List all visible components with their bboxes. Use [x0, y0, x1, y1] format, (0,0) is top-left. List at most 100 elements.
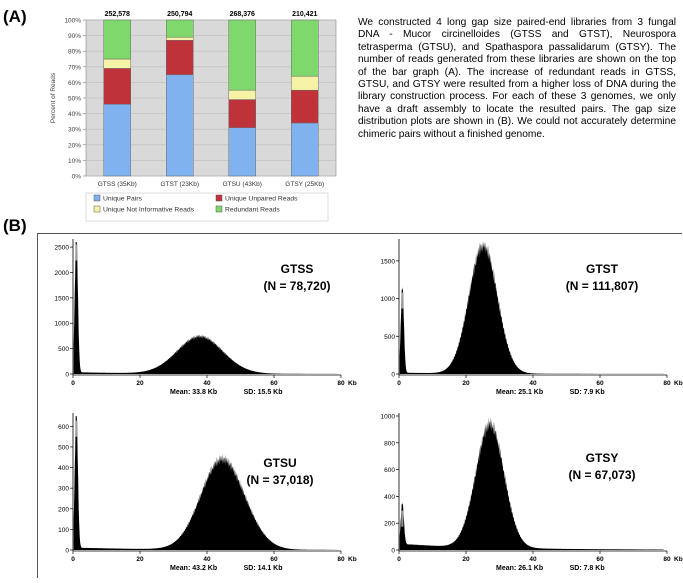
legend-swatch: [215, 205, 223, 213]
x-tick-label: 80: [663, 556, 671, 563]
bar-total-label: 268,376: [230, 11, 255, 18]
histogram-title: GTST: [586, 262, 619, 276]
legend-label: Unique Not Informative Reads: [103, 207, 195, 214]
y-tick-label: 400: [58, 465, 69, 472]
bar-segment: [166, 36, 194, 41]
bar-segment: [166, 74, 194, 177]
y-tick-label: 600: [384, 467, 395, 474]
mean-label: Mean: 25.1 Kb: [496, 389, 543, 396]
histogram-count: (N = 67,073): [568, 468, 635, 482]
y-tick-label: 1000: [381, 414, 396, 421]
histogram-gtst-svg: 0 500 1000 1500 0 20 40 60 80 Kb Mean: 25.1 Kb SD: …: [381, 239, 683, 396]
bar-segment: [166, 19, 194, 38]
y-tick-label: 500: [58, 346, 69, 353]
y-tick-label: 2000: [55, 270, 70, 277]
x-category-label: GTSS (35Kb): [98, 181, 137, 188]
spike-highlight: [75, 244, 78, 261]
y-tick-label: 30%: [68, 127, 81, 134]
stacked-bar-chart: 0% 10% 20% 30% 40% 50% 60% 70% 80% 90% 100% Percent…: [42, 4, 342, 232]
y-tick-label: 1500: [55, 295, 70, 302]
x-unit-label: Kb: [348, 556, 357, 563]
x-tick-label: 40: [203, 380, 211, 387]
bar-segment: [228, 89, 256, 100]
x-tick-label: 80: [337, 556, 345, 563]
bar-segment: [228, 99, 256, 128]
y-tick-label: 400: [384, 494, 395, 501]
y-tick-label: 500: [58, 444, 69, 451]
legend-swatch: [93, 194, 101, 202]
x-unit-label: Kb: [348, 380, 357, 387]
bar-total-label: 210,421: [292, 11, 317, 18]
histogram-count: (N = 78,720): [263, 279, 330, 293]
x-tick-label: 80: [337, 380, 345, 387]
bar-segment: [291, 75, 319, 91]
y-tick-label: 600: [58, 424, 69, 431]
bar-segment: [291, 122, 319, 177]
bar-segment: [103, 58, 131, 69]
x-tick-label: 0: [71, 380, 75, 387]
histogram-gtsy-svg: 0 200 400 600 800 1000 0 20 40 60 80 Kb Mean: 26.1 K…: [381, 413, 683, 572]
y-tick-label: 10%: [68, 158, 81, 165]
y-tick-label: 0: [391, 372, 395, 379]
histogram-area: [399, 242, 664, 374]
sd-label: SD: 7.9 Kb: [570, 389, 605, 396]
bar-segment: [103, 68, 131, 105]
histogram-title: GTSU: [263, 456, 296, 470]
bar-segment: [166, 40, 194, 75]
x-tick-label: 0: [397, 380, 401, 387]
x-tick-label: 60: [270, 556, 278, 563]
histogram-gtsu: 0 100 200 300 400 500 600 0 20 40 60 80 Kb Mean: 43.2…: [40, 405, 357, 583]
x-tick-label: 40: [529, 380, 537, 387]
y-tick-label: 800: [384, 440, 395, 447]
bar-segment: [291, 89, 319, 124]
panel-divider-left: [37, 233, 38, 578]
y-tick-label: 2500: [55, 245, 70, 252]
x-tick-label: 0: [71, 556, 75, 563]
mean-label: Mean: 43.2 Kb: [170, 565, 217, 572]
x-tick-label: 40: [203, 556, 211, 563]
y-tick-label: 0: [65, 548, 69, 555]
x-tick-label: 40: [529, 556, 537, 563]
histogram-title: GTSY: [586, 451, 619, 465]
bar-segment: [291, 19, 319, 77]
x-category-label: GTST (23Kb): [160, 181, 199, 188]
histogram-area: [73, 416, 338, 550]
y-tick-label: 500: [384, 334, 395, 341]
y-tick-label: 1500: [381, 258, 396, 265]
mean-label: Mean: 33.8 Kb: [170, 389, 217, 396]
spike-highlight: [401, 510, 404, 527]
legend-label: Redundant Reads: [225, 207, 280, 214]
histogram-count: (N = 37,018): [246, 473, 313, 487]
y-tick-label: 40%: [68, 111, 81, 118]
x-category-label: GTSY (25Kb): [285, 181, 324, 188]
y-tick-label: 200: [384, 521, 395, 528]
legend-swatch: [215, 194, 223, 202]
y-tick-label: 100: [58, 527, 69, 534]
y-tick-label: 90%: [68, 33, 81, 40]
x-category-label: GTSU (43Kb): [223, 181, 262, 188]
spike-highlight: [75, 420, 78, 437]
x-unit-label: Kb: [674, 380, 683, 387]
bar-total-label: 250,794: [167, 11, 192, 18]
x-tick-label: 0: [397, 556, 401, 563]
y-tick-label: 1000: [55, 321, 70, 328]
mean-label: Mean: 26.1 Kb: [496, 565, 543, 572]
y-tick-label: 70%: [68, 64, 81, 71]
x-tick-label: 20: [462, 556, 470, 563]
y-tick-label: 80%: [68, 49, 81, 56]
histogram-gtsu-svg: 0 100 200 300 400 500 600 0 20 40 60 80 Kb Mean: 43.2…: [58, 413, 357, 572]
bar-segment: [103, 19, 131, 60]
spike-highlight: [401, 292, 404, 309]
x-unit-label: Kb: [674, 556, 683, 563]
sd-label: SD: 7.8 Kb: [570, 565, 605, 572]
x-tick-label: 20: [136, 556, 144, 563]
histogram-area: [399, 416, 664, 550]
sd-label: SD: 15.5 Kb: [244, 389, 283, 396]
y-tick-label: 0%: [72, 174, 82, 181]
x-tick-label: 60: [596, 380, 604, 387]
legend-swatch: [93, 205, 101, 213]
histogram-title: GTSS: [281, 262, 314, 276]
sd-label: SD: 14.1 Kb: [244, 565, 283, 572]
y-tick-label: 100%: [64, 18, 81, 25]
x-tick-label: 20: [462, 380, 470, 387]
